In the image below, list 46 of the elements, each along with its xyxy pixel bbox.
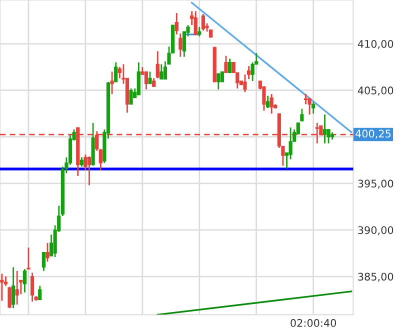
candlestick xyxy=(300,108,304,122)
candlestick xyxy=(288,126,292,160)
candlestick xyxy=(308,97,312,116)
candlestick xyxy=(80,156,84,168)
candlestick xyxy=(243,74,247,93)
candlestick xyxy=(0,273,4,302)
candlestick xyxy=(15,270,19,306)
candlestick xyxy=(144,70,148,90)
candlestick xyxy=(22,268,26,294)
candlestick xyxy=(216,72,220,90)
candlestick xyxy=(228,58,232,74)
candlestick xyxy=(198,26,202,38)
candlestick xyxy=(160,64,164,80)
candlestick xyxy=(30,272,34,302)
candlestick xyxy=(224,55,228,74)
y-tick-label: 385,00 xyxy=(358,272,394,282)
candlestick xyxy=(129,88,133,105)
candlestick xyxy=(12,266,16,309)
candlestick xyxy=(38,285,42,300)
x-tick-label: 02:00:40 xyxy=(290,319,336,327)
candlestick xyxy=(174,12,178,36)
candlestick xyxy=(266,95,270,109)
candlestick xyxy=(322,114,327,144)
candlestick xyxy=(194,10,198,36)
candlestick xyxy=(250,62,254,82)
y-tick-label: 395,00 xyxy=(358,180,394,189)
candlestick xyxy=(178,32,182,58)
candlestick xyxy=(156,50,160,79)
candlestick xyxy=(201,13,205,32)
candlestick xyxy=(304,93,308,105)
candlestick xyxy=(8,286,12,309)
candlestick xyxy=(46,242,50,262)
y-tick-label: 405,00 xyxy=(358,86,394,96)
candlestick xyxy=(220,70,224,83)
candlestick xyxy=(42,252,46,272)
candlestick xyxy=(114,62,118,83)
candlestick xyxy=(110,70,114,95)
candlestick xyxy=(148,70,152,84)
y-tick-label: 410,00 xyxy=(358,40,394,49)
candlestick xyxy=(136,62,140,96)
candlestick xyxy=(312,102,316,114)
ref-line-label: 400,25 xyxy=(355,130,391,139)
candlestick xyxy=(270,93,274,114)
candlestick xyxy=(87,156,92,186)
y-tick-label: 390,00 xyxy=(358,226,394,236)
candlestick xyxy=(26,246,30,270)
